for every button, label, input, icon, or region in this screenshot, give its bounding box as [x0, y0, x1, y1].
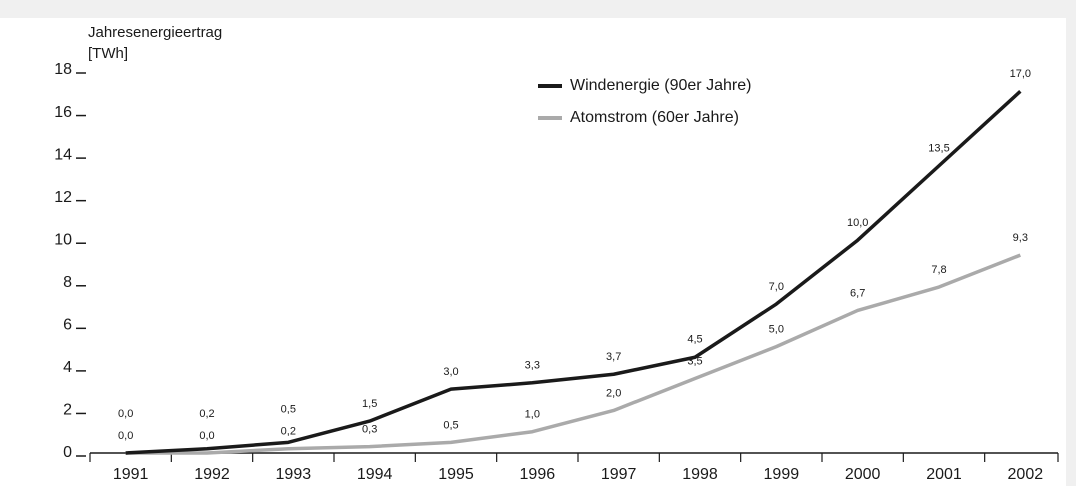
data-label: 0,0 — [118, 430, 133, 442]
data-label: 0,5 — [281, 404, 296, 416]
data-label: 2,0 — [606, 387, 621, 399]
data-label: 7,0 — [769, 281, 784, 293]
y-tick-label: 6 — [63, 317, 72, 334]
data-label: 0,2 — [281, 426, 296, 438]
x-tick-label: 2002 — [1008, 466, 1044, 483]
data-label: 4,5 — [687, 333, 702, 345]
x-tick-label: 1999 — [764, 466, 800, 483]
legend-label: Windenergie (90er Jahre) — [570, 77, 751, 94]
right-strip — [1066, 0, 1076, 486]
data-label: 7,8 — [931, 264, 946, 276]
data-label: 17,0 — [1010, 68, 1031, 80]
data-label: 0,0 — [118, 408, 133, 420]
series-line — [125, 89, 1022, 455]
x-tick-label: 1991 — [113, 466, 149, 483]
y-tick-label: 0 — [63, 444, 72, 461]
data-label: 3,3 — [525, 360, 540, 372]
data-label: 3,0 — [443, 366, 458, 378]
data-label: 9,3 — [1013, 232, 1028, 244]
x-tick-label: 1993 — [276, 466, 312, 483]
x-tick-label: 2000 — [845, 466, 881, 483]
data-label: 1,5 — [362, 398, 377, 410]
y-axis-label: [TWh] — [88, 45, 128, 62]
data-label: 1,0 — [525, 409, 540, 421]
x-tick-label: 1995 — [438, 466, 474, 483]
data-label: 0,5 — [443, 419, 458, 431]
data-label: 0,2 — [199, 408, 214, 420]
legend-label: Atomstrom (60er Jahre) — [570, 109, 739, 126]
y-tick-label: 14 — [54, 146, 72, 163]
top-strip — [0, 0, 1076, 18]
y-tick-label: 8 — [63, 274, 72, 291]
data-label: 0,3 — [362, 424, 377, 436]
x-tick-label: 2001 — [926, 466, 962, 483]
y-tick-label: 4 — [63, 359, 72, 376]
y-tick-label: 12 — [54, 189, 72, 206]
data-label: 3,5 — [687, 355, 702, 367]
y-tick-label: 16 — [54, 104, 72, 121]
data-label: 13,5 — [928, 143, 949, 155]
y-axis-label: Jahresenergieertrag — [88, 24, 222, 41]
x-tick-label: 1998 — [682, 466, 718, 483]
y-tick-label: 10 — [54, 231, 72, 248]
data-label: 3,7 — [606, 351, 621, 363]
data-label: 6,7 — [850, 287, 865, 299]
x-tick-label: 1996 — [520, 466, 556, 483]
x-tick-label: 1994 — [357, 466, 393, 483]
data-label: 10,0 — [847, 217, 868, 229]
data-label: 0,0 — [199, 430, 214, 442]
x-tick-label: 1997 — [601, 466, 637, 483]
series-line — [125, 253, 1021, 455]
data-label: 5,0 — [769, 324, 784, 336]
x-tick-label: 1992 — [194, 466, 230, 483]
y-tick-label: 2 — [63, 402, 72, 419]
y-tick-label: 18 — [54, 61, 72, 78]
